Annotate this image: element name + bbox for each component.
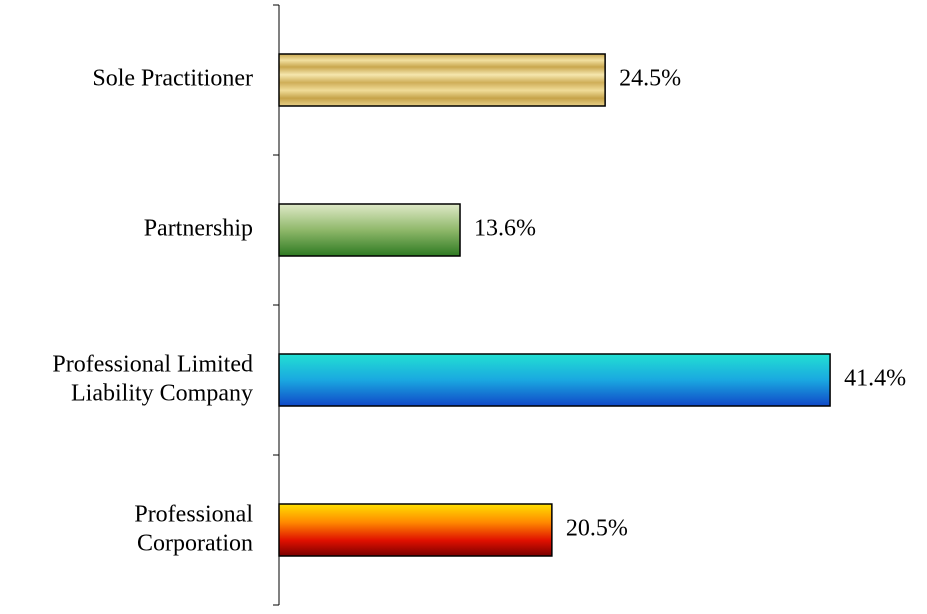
bar <box>278 503 553 557</box>
axis <box>273 4 280 606</box>
category-label: Professional Limited Liability Company <box>52 351 253 406</box>
value-label: 13.6% <box>474 216 536 242</box>
category-label: Partnership <box>144 216 253 242</box>
bar <box>278 353 831 407</box>
value-label: 20.5% <box>566 516 628 542</box>
value-label: 24.5% <box>619 66 681 92</box>
category-label: Sole Practitioner <box>92 66 253 92</box>
category-label: Professional Corporation <box>134 501 253 556</box>
bar <box>278 203 461 257</box>
bar <box>278 53 606 107</box>
value-label: 41.4% <box>844 366 906 392</box>
